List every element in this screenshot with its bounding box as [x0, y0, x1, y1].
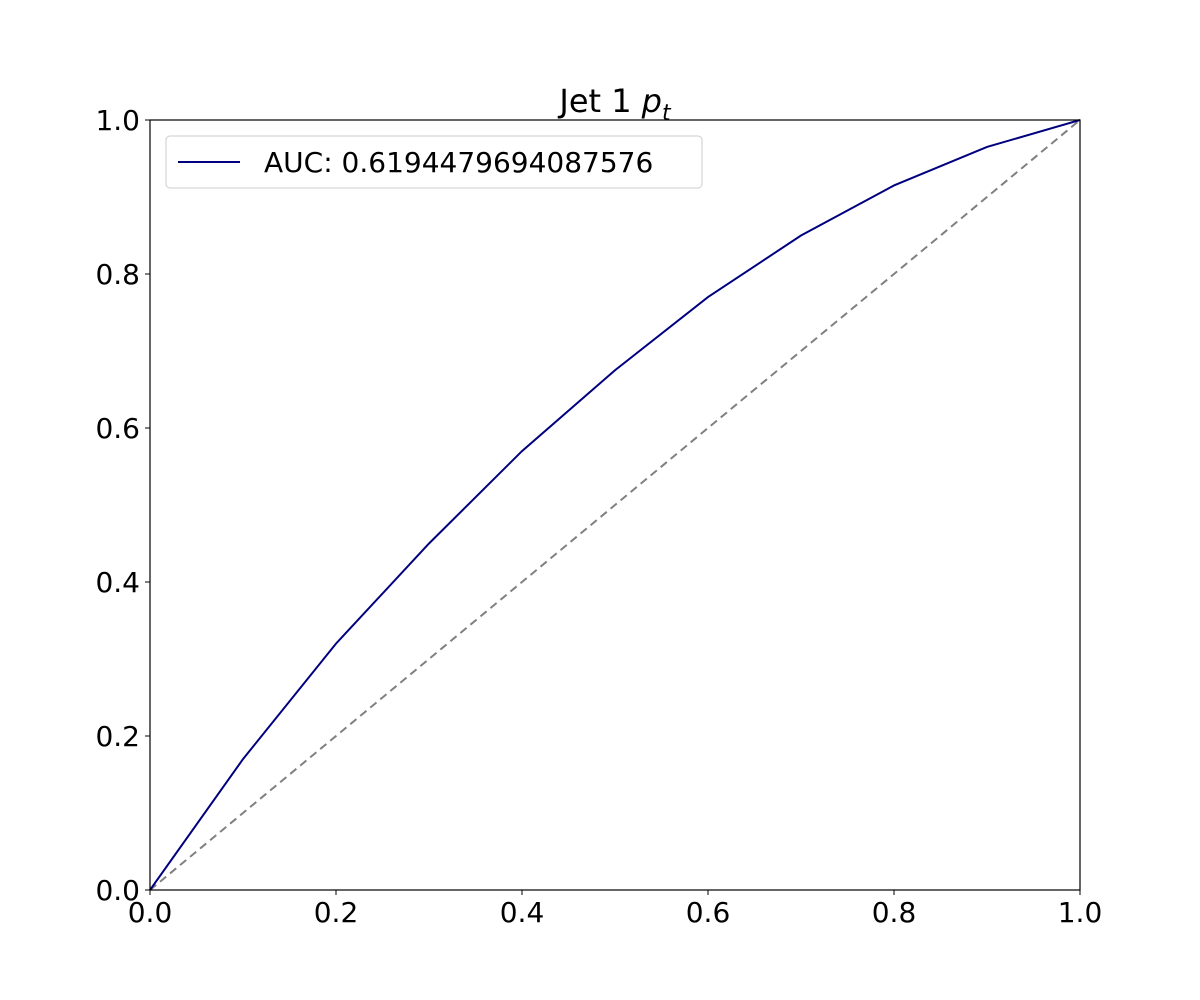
y-tick-label: 1.0 [95, 104, 140, 137]
x-tick-label: 0.4 [500, 896, 545, 929]
plot-frame [149, 119, 1081, 891]
x-tick-label: 1.0 [1058, 896, 1103, 929]
y-tick-label: 0.2 [95, 720, 140, 753]
legend-box [165, 135, 703, 189]
x-tick-label: 0.0 [128, 896, 173, 929]
roc-line [149, 119, 1081, 891]
reference-line [149, 119, 1081, 891]
title-symbol: p [641, 82, 662, 120]
x-tick-label: 0.6 [686, 896, 731, 929]
x-tick-label: 0.2 [314, 896, 359, 929]
chart-title: Jet 1 pt [557, 82, 672, 126]
y-tick-label: 0.8 [95, 258, 140, 291]
legend-label: AUC: 0.6194479694087576 [264, 146, 653, 179]
title-subscript: t [662, 101, 672, 126]
y-tick-label: 0.0 [95, 874, 140, 907]
legend: AUC: 0.6194479694087576 [165, 135, 703, 189]
y-tick-label: 0.6 [95, 412, 140, 445]
y-tick-label: 0.4 [95, 566, 140, 599]
title-text: Jet 1 [557, 82, 631, 120]
x-tick-label: 0.8 [872, 896, 917, 929]
